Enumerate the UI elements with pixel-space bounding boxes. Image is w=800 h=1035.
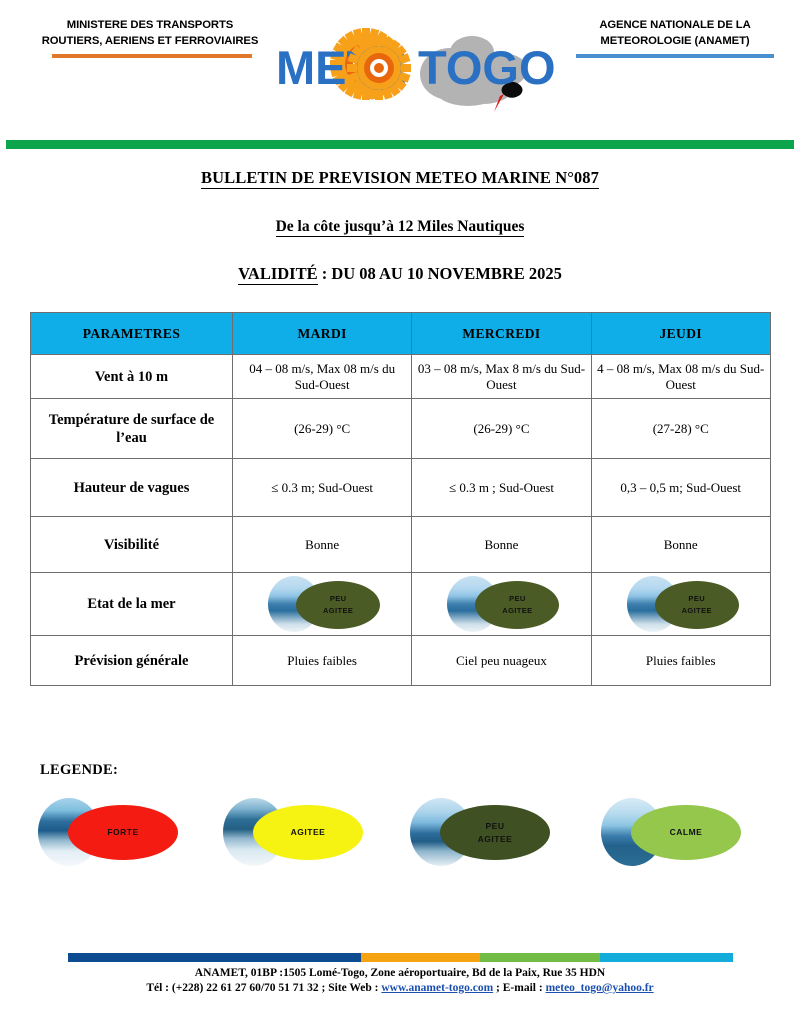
title-block: BULLETIN DE PREVISION METEO MARINE N°087… — [0, 168, 800, 285]
sea-state-line-1: PEU — [509, 594, 526, 603]
cell-vent-mardi: 04 – 08 m/s, Max 08 m/s du Sud-Ouest — [231, 354, 413, 399]
column-header-mercredi: MERCREDI — [411, 312, 592, 355]
cell-visibility-mercredi: Bonne — [411, 516, 592, 573]
cell-temperature-mercredi: (26-29) °C — [411, 398, 592, 459]
legend-label-line-1: AGITEE — [290, 827, 326, 837]
sea-state-line-1: PEU — [688, 594, 706, 603]
cell-sea-state-mardi: PEU AGITEE — [231, 572, 413, 636]
website-link[interactable]: www.anamet-togo.com — [381, 982, 494, 994]
meteo-togo-logo: METE TOGO — [272, 22, 572, 122]
sea-state-line-2: AGITEE — [322, 606, 354, 615]
footer-bar-segment-blue — [68, 953, 361, 962]
sea-state-line-2: AGITEE — [502, 606, 533, 615]
ministry-line-2: ROUTIERS, AERIENS ET FERROVIAIRES — [41, 35, 259, 47]
legend-row: FORTE AGITEE PEU AGITEE CALME — [30, 793, 770, 871]
row-label-sea-state: Etat de la mer — [30, 572, 233, 636]
footer-phone-text: Tél : (+228) 22 61 27 60/70 51 71 32 ; S… — [146, 982, 382, 994]
table-row-wave-height: Hauteur de vagues ≤ 0.3 m; Sud-Ouest ≤ 0… — [30, 458, 771, 517]
footer-color-bar — [68, 953, 733, 962]
sea-state-badge: PEU AGITEE — [621, 576, 741, 632]
cell-sea-state-mercredi: PEU AGITEE — [411, 572, 592, 636]
legend-item-calme: CALME — [593, 793, 768, 871]
cell-visibility-mardi: Bonne — [231, 516, 413, 573]
row-label-general-forecast: Prévision générale — [30, 635, 233, 686]
cell-temperature-mardi: (26-29) °C — [231, 398, 413, 459]
sea-state-line-1: PEU — [329, 594, 347, 603]
bulletin-validity: VALIDITÉ : DU 08 AU 10 NOVEMBRE 2025 — [0, 264, 800, 285]
cell-wave-height-mardi: ≤ 0.3 m; Sud-Ouest — [231, 458, 413, 517]
sea-state-oval: PEU AGITEE — [654, 581, 739, 629]
agency-line-2: METEOROLOGIE (ANAMET) — [600, 35, 750, 47]
table-row-general-forecast: Prévision générale Pluies faibles Ciel p… — [30, 635, 771, 686]
agency-block: AGENCE NATIONALE DE LA METEOROLOGIE (ANA… — [560, 17, 790, 58]
agency-underline-rule — [576, 54, 774, 58]
legend-oval: AGITEE — [253, 805, 363, 860]
legend-label-line-1: FORTE — [107, 827, 139, 837]
ministry-underline-rule — [52, 54, 252, 58]
cell-temperature-jeudi: (27-28) °C — [590, 398, 771, 459]
bulletin-title: BULLETIN DE PREVISION METEO MARINE N°087 — [201, 168, 599, 189]
table-header-row: PARAMETRES MARDI MERCREDI JEUDI — [30, 312, 771, 355]
logo-word-togo: TOGO — [418, 41, 556, 94]
footer-contact-line: Tél : (+228) 22 61 27 60/70 51 71 32 ; S… — [0, 981, 800, 996]
cell-general-forecast-jeudi: Pluies faibles — [590, 635, 771, 686]
sea-state-line-2: AGITEE — [681, 606, 712, 615]
cloud-shape — [420, 36, 527, 106]
footer-bar-segment-orange — [360, 953, 481, 962]
legend-item-agitee: AGITEE — [215, 793, 390, 871]
validity-value: : DU 08 AU 10 NOVEMBRE 2025 — [317, 264, 562, 283]
row-label-wave-height: Hauteur de vagues — [30, 458, 233, 517]
agency-line-1: AGENCE NATIONALE DE LA — [599, 19, 751, 31]
row-label-temperature: Température de surface de l’eau — [30, 398, 233, 459]
legend-label-line-1: CALME — [669, 827, 703, 837]
cell-wave-height-mercredi: ≤ 0.3 m ; Sud-Ouest — [411, 458, 592, 517]
sea-state-badge: PEU AGITEE — [441, 576, 561, 632]
cell-wave-height-jeudi: 0,3 – 0,5 m; Sud-Ouest — [590, 458, 771, 517]
legend-item-forte: FORTE — [30, 793, 205, 871]
legend-item-peu-agitee: PEU AGITEE — [402, 793, 577, 871]
email-link[interactable]: meteo_togo@yahoo.fr — [545, 982, 654, 994]
legend-label-line-2: AGITEE — [477, 833, 513, 844]
green-divider-bar — [6, 140, 794, 149]
cell-visibility-jeudi: Bonne — [590, 516, 771, 573]
footer-address-line: ANAMET, 01BP :1505 Lomé-Togo, Zone aérop… — [194, 967, 606, 979]
document-header: MINISTERE DES TRANSPORTS ROUTIERS, AERIE… — [0, 0, 800, 130]
bulletin-subtitle: De la côte jusqu’à 12 Miles Nautiques — [275, 218, 525, 237]
legend-oval: CALME — [631, 805, 741, 860]
cell-vent-mercredi: 03 – 08 m/s, Max 8 m/s du Sud-Ouest — [411, 354, 592, 399]
forecast-table: PARAMETRES MARDI MERCREDI JEUDI Vent à 1… — [30, 312, 771, 686]
cell-general-forecast-mardi: Pluies faibles — [231, 635, 413, 686]
row-label-vent: Vent à 10 m — [30, 354, 233, 399]
column-header-jeudi: JEUDI — [590, 312, 771, 355]
validity-label: VALIDITÉ — [238, 264, 318, 285]
footer-bar-segment-cyan — [599, 953, 733, 962]
legend-label-line-1: PEU — [485, 820, 505, 831]
logo-sun-rays — [347, 36, 411, 100]
column-header-parametres: PARAMETRES — [30, 312, 233, 355]
forecast-table-wrapper: PARAMETRES MARDI MERCREDI JEUDI Vent à 1… — [30, 312, 771, 686]
sea-state-oval: PEU AGITEE — [475, 581, 560, 629]
legend-oval: FORTE — [68, 805, 178, 860]
cell-general-forecast-mercredi: Ciel peu nuageux — [411, 635, 592, 686]
footer-bar-segment-green — [480, 953, 600, 962]
sea-state-badge: PEU AGITEE — [262, 576, 382, 632]
table-row-sea-state: Etat de la mer PEU AGITEE PEU — [30, 572, 771, 636]
row-label-visibility: Visibilité — [30, 516, 233, 573]
bird-shape — [494, 81, 523, 112]
logo-sun-overlay — [357, 46, 401, 90]
ministry-block: MINISTERE DES TRANSPORTS ROUTIERS, AERIE… — [30, 17, 270, 58]
legend-oval: PEU AGITEE — [440, 805, 550, 860]
ministry-line-1: MINISTERE DES TRANSPORTS — [66, 19, 234, 31]
sea-state-oval: PEU AGITEE — [296, 581, 381, 629]
footer-email-label: ; E-mail : — [493, 982, 546, 994]
table-row-temperature: Température de surface de l’eau (26-29) … — [30, 398, 771, 459]
legend-heading: LEGENDE: — [40, 762, 119, 778]
table-row-vent: Vent à 10 m 04 – 08 m/s, Max 08 m/s du S… — [30, 354, 771, 399]
column-header-mardi: MARDI — [231, 312, 413, 355]
table-row-visibility: Visibilité Bonne Bonne Bonne — [30, 516, 771, 573]
cell-vent-jeudi: 4 – 08 m/s, Max 08 m/s du Sud-Ouest — [590, 354, 771, 399]
cell-sea-state-jeudi: PEU AGITEE — [590, 572, 771, 636]
footer-contact-block: ANAMET, 01BP :1505 Lomé-Togo, Zone aérop… — [0, 966, 800, 996]
